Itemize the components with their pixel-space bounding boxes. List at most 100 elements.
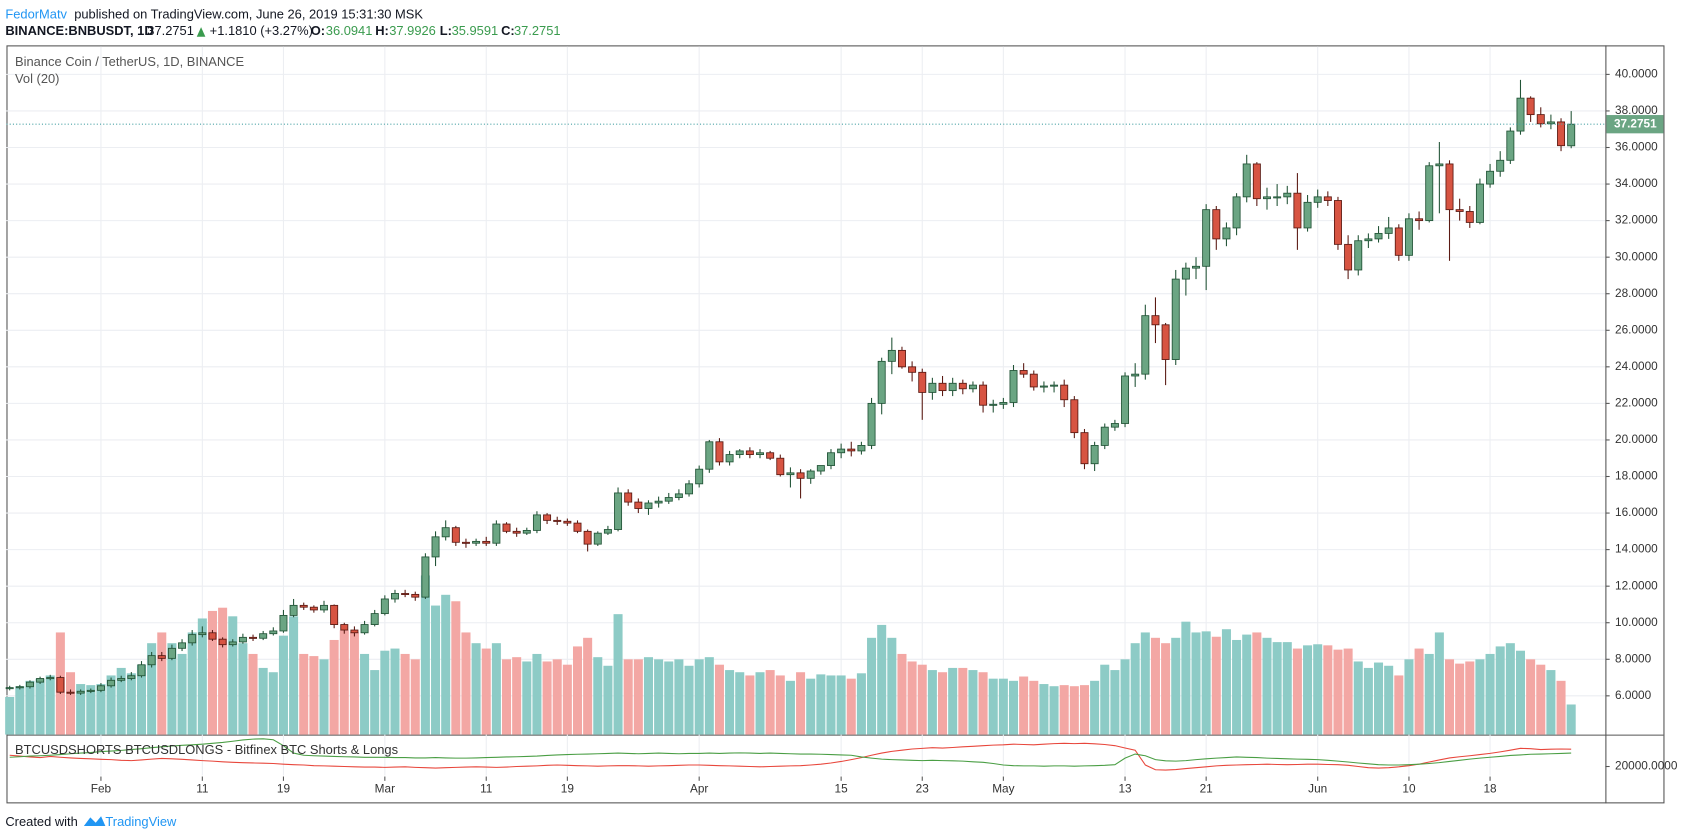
candle-body	[15, 686, 24, 689]
candle-body	[472, 540, 481, 544]
candle-body	[1536, 114, 1545, 125]
author[interactable]: FedorMatv	[5, 7, 67, 22]
candle-body	[1080, 432, 1089, 465]
h-label: H:	[375, 23, 389, 38]
candle-body	[1313, 196, 1322, 203]
volume-bar	[177, 653, 187, 735]
candle-body	[1546, 121, 1555, 125]
y-tick-label: 18.0000	[1615, 469, 1658, 483]
l-label: L:	[440, 23, 452, 38]
volume-bar	[887, 637, 897, 735]
volume-bar	[1505, 643, 1515, 735]
volume-bar	[1465, 661, 1475, 735]
candle-body	[634, 501, 643, 509]
candle-body	[411, 593, 420, 598]
candle-body	[664, 497, 673, 502]
volume-bar	[1384, 665, 1394, 735]
candle-body	[614, 492, 623, 530]
volume-bar	[998, 678, 1008, 735]
volume-bar	[1444, 659, 1455, 735]
candle-body	[249, 636, 258, 639]
indicator-line	[9, 742, 1572, 771]
volume-bar	[512, 657, 522, 735]
volume-bar	[542, 661, 552, 735]
y-tick-label: 24.0000	[1615, 359, 1658, 373]
candle-body	[1029, 373, 1038, 388]
volume-bar	[1120, 659, 1130, 735]
candle-body	[543, 514, 552, 521]
candle-body	[776, 457, 785, 476]
volume-bar	[76, 684, 86, 735]
candle-body	[401, 593, 410, 595]
candle-body	[1232, 196, 1241, 229]
candle-body	[157, 655, 166, 659]
y-tick-label: 32.0000	[1615, 213, 1658, 227]
pane-title: Binance Coin / TetherUS, 1D, BINANCE	[15, 54, 244, 69]
candle-body	[1465, 211, 1474, 223]
x-tick-label: Apr	[690, 782, 708, 796]
volume-bar	[1556, 680, 1566, 735]
candle-body	[1131, 373, 1140, 377]
x-tick-label: 11	[196, 782, 208, 796]
candle-body	[127, 675, 136, 679]
volume-bar	[938, 672, 948, 735]
candle-body	[1283, 192, 1292, 198]
candle-body	[1100, 426, 1109, 446]
volume-bar	[1019, 676, 1029, 735]
candle-body	[66, 691, 75, 694]
candle-body	[867, 402, 876, 446]
volume-bar	[1140, 632, 1150, 735]
volume-bar	[1181, 621, 1191, 735]
volume-bar	[96, 684, 106, 735]
candle-body	[1486, 170, 1495, 185]
volume-bar	[248, 653, 258, 735]
candle-body	[593, 532, 602, 545]
volume-bar	[268, 672, 278, 735]
volume-bar	[1130, 643, 1140, 735]
volume-bar	[1262, 637, 1272, 735]
candle-body	[441, 527, 450, 538]
volume-bar	[491, 643, 501, 735]
x-tick-label: 23	[916, 782, 930, 796]
volume-bar	[319, 659, 329, 735]
candle-body	[908, 366, 917, 373]
volume-bar	[136, 664, 147, 735]
candle-body	[563, 520, 572, 524]
y-tick-label: 8.0000	[1615, 651, 1652, 665]
volume-bar	[1201, 631, 1211, 735]
candle-body	[1019, 370, 1028, 375]
volume-bar	[816, 674, 826, 735]
candle-body	[847, 448, 856, 452]
volume-bar	[1424, 653, 1434, 735]
candle-body	[228, 641, 237, 646]
volume-bar	[583, 637, 593, 735]
candle-body	[502, 523, 511, 532]
y-tick-label: 34.0000	[1615, 176, 1658, 190]
footer-brand[interactable]: TradingView	[105, 814, 177, 829]
candle-body	[1060, 384, 1069, 401]
candle-body	[522, 529, 531, 534]
candle-body	[532, 514, 541, 531]
candle-body	[1212, 209, 1221, 240]
y-tick-label: 40.0000	[1615, 67, 1658, 81]
candle-body	[330, 604, 339, 625]
candle-body	[1141, 315, 1150, 375]
y-tick-label: 20.0000	[1615, 432, 1658, 446]
volume-bar	[765, 670, 775, 735]
volume-bar	[1069, 686, 1079, 735]
volume-bar	[1434, 632, 1444, 735]
candle-body	[1374, 232, 1383, 240]
candle-body	[725, 454, 734, 463]
volume-bar	[147, 643, 157, 735]
volume-bar	[1292, 648, 1302, 735]
candle-body	[1496, 159, 1505, 172]
volume-bar	[238, 643, 248, 735]
candle-body	[837, 448, 846, 454]
candle-body	[86, 689, 95, 692]
candle-body	[1222, 227, 1231, 240]
volume-bar	[1079, 685, 1089, 735]
volume-bar	[603, 665, 613, 735]
candle-body	[1445, 163, 1454, 211]
candle-body	[36, 678, 45, 683]
volume-bar	[552, 659, 562, 735]
